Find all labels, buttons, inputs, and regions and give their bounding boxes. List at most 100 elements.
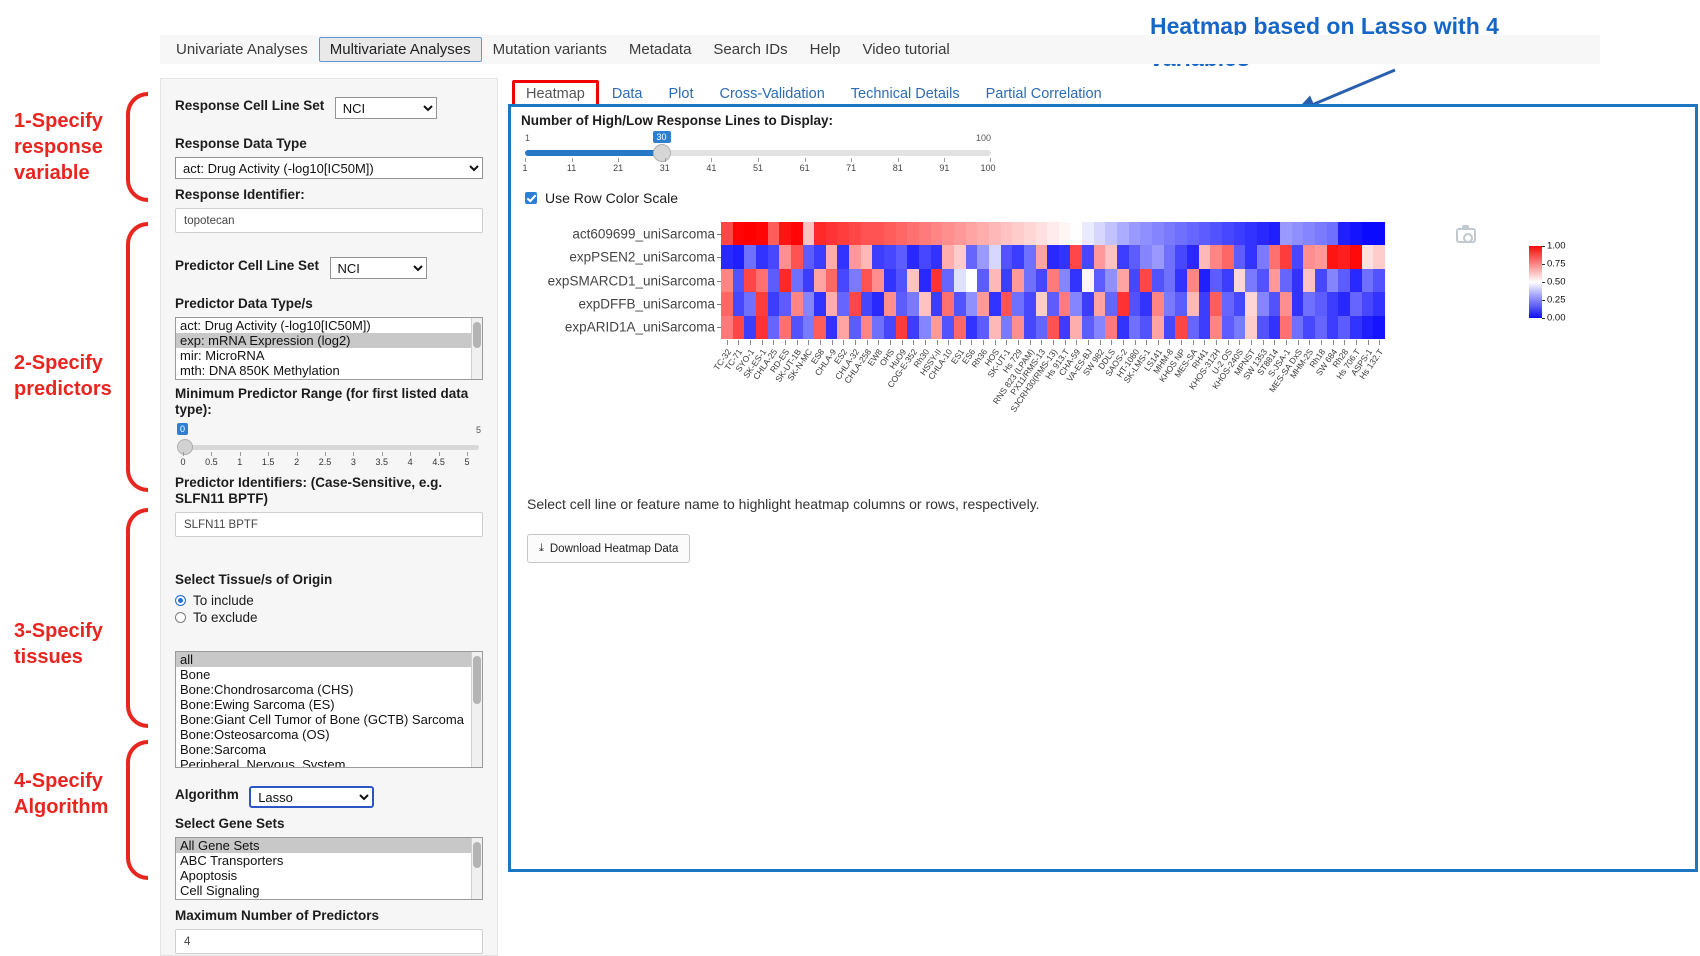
nav-tab-univariate-analyses[interactable]: Univariate Analyses <box>176 41 308 58</box>
heatmap-cell[interactable] <box>1210 245 1222 269</box>
heatmap-cell[interactable] <box>779 245 791 269</box>
heatmap-cell[interactable] <box>825 292 838 316</box>
heatmap-cell[interactable] <box>1140 268 1153 293</box>
heatmap-cell[interactable] <box>1012 245 1024 269</box>
heatmap-cell[interactable] <box>1280 222 1292 246</box>
heatmap-cell[interactable] <box>1047 315 1059 339</box>
heatmap-cell[interactable] <box>1361 315 1374 339</box>
heatmap-cell[interactable] <box>849 292 861 316</box>
tissue-exclude-radio[interactable] <box>175 612 186 623</box>
heatmap-cell[interactable] <box>1093 222 1106 246</box>
heatmap-cell[interactable] <box>1221 315 1234 339</box>
heatmap-cell[interactable] <box>1315 222 1327 246</box>
heatmap-cell[interactable] <box>721 292 733 316</box>
heatmap-cell[interactable] <box>1256 268 1269 293</box>
heatmap-cell[interactable] <box>1035 245 1048 269</box>
gene-set-option[interactable]: Cell Signaling <box>180 883 260 898</box>
heatmap-cell[interactable] <box>895 292 908 316</box>
heatmap-cell[interactable] <box>1047 268 1059 293</box>
heatmap-cell[interactable] <box>1303 245 1316 269</box>
heatmap-cell[interactable] <box>1000 268 1013 293</box>
heatmap-cell[interactable] <box>1315 245 1327 269</box>
algorithm-select[interactable]: Lasso <box>249 786 375 808</box>
heatmap-cell[interactable] <box>872 268 885 293</box>
heatmap-cell[interactable] <box>953 268 966 293</box>
heatmap-cell[interactable] <box>1093 245 1106 269</box>
heatmap-cell[interactable] <box>755 222 768 246</box>
heatmap-cell[interactable] <box>837 222 850 246</box>
heatmap-cell[interactable] <box>1350 222 1362 246</box>
max-predictors-input[interactable] <box>175 929 483 954</box>
heatmap-cell[interactable] <box>1105 315 1118 339</box>
heatmap-cell[interactable] <box>1093 292 1106 316</box>
heatmap-cell[interactable] <box>1280 268 1292 293</box>
heatmap-cell[interactable] <box>1210 268 1222 293</box>
heatmap-cell[interactable] <box>1175 315 1187 339</box>
heatmap-cell[interactable] <box>744 315 756 339</box>
heatmap-cell[interactable] <box>825 245 838 269</box>
heatmap-cell[interactable] <box>1373 268 1385 293</box>
heatmap-cell[interactable] <box>1268 268 1281 293</box>
predictor-identifiers-input[interactable] <box>175 512 483 537</box>
heatmap-cell[interactable] <box>1140 245 1153 269</box>
heatmap-cell[interactable] <box>1117 292 1129 316</box>
gene-sets-scrollbar[interactable] <box>471 838 482 899</box>
heatmap-cell[interactable] <box>1000 222 1013 246</box>
heatmap-grid[interactable] <box>721 222 1385 339</box>
response-identifier-input[interactable] <box>175 208 483 233</box>
heatmap-cell[interactable] <box>802 292 815 316</box>
heatmap-cell[interactable] <box>1012 222 1024 246</box>
heatmap-cell[interactable] <box>1186 268 1199 293</box>
heatmap-cell[interactable] <box>790 245 803 269</box>
heatmap-cell[interactable] <box>1233 292 1246 316</box>
heatmap-cell[interactable] <box>872 222 885 246</box>
heatmap-cell[interactable] <box>1152 292 1164 316</box>
heatmap-cell[interactable] <box>1186 245 1199 269</box>
heatmap-cell[interactable] <box>755 268 768 293</box>
heatmap-cell[interactable] <box>965 222 978 246</box>
heatmap-cell[interactable] <box>1117 268 1129 293</box>
heatmap-cell[interactable] <box>919 268 931 293</box>
heatmap-cell[interactable] <box>1105 245 1118 269</box>
heatmap-cell[interactable] <box>849 268 861 293</box>
response-cell-line-set-select[interactable]: NCI <box>334 97 437 119</box>
download-heatmap-data-button[interactable]: ⤓ Download Heatmap Data <box>527 534 691 563</box>
tab-partial-correlation[interactable]: Partial Correlation <box>985 86 1102 102</box>
heatmap-cell[interactable] <box>1023 292 1036 316</box>
heatmap-cell[interactable] <box>884 292 896 316</box>
nav-tab-mutation-variants[interactable]: Mutation variants <box>492 41 607 58</box>
heatmap-cell[interactable] <box>895 315 908 339</box>
heatmap-cell[interactable] <box>1326 245 1339 269</box>
heatmap-cell[interactable] <box>1221 292 1234 316</box>
nav-tab-multivariate-analyses[interactable]: Multivariate Analyses <box>318 37 482 62</box>
heatmap-cell[interactable] <box>1233 268 1246 293</box>
gene-set-option[interactable]: Apoptosis <box>180 868 238 883</box>
heatmap-cell[interactable] <box>1058 222 1071 246</box>
heatmap-cell[interactable] <box>814 222 826 246</box>
heatmap-cell[interactable] <box>1000 292 1013 316</box>
heatmap-cell[interactable] <box>1315 292 1327 316</box>
heatmap-cell[interactable] <box>732 268 745 293</box>
heatmap-cell[interactable] <box>1023 315 1036 339</box>
tab-cross-validation[interactable]: Cross-Validation <box>719 86 825 102</box>
heatmap-cell[interactable] <box>1093 268 1106 293</box>
heatmap-cell[interactable] <box>837 315 850 339</box>
heatmap-cell[interactable] <box>732 292 745 316</box>
heatmap-cell[interactable] <box>1128 222 1141 246</box>
heatmap-cell[interactable] <box>1082 245 1094 269</box>
heatmap-cell[interactable] <box>1035 315 1048 339</box>
heatmap-cell[interactable] <box>884 245 896 269</box>
heatmap-cell[interactable] <box>1326 268 1339 293</box>
heatmap-row-label[interactable]: act609699_uniSarcoma <box>572 226 715 242</box>
heatmap-cell[interactable] <box>953 315 966 339</box>
heatmap-cell[interactable] <box>1350 315 1362 339</box>
tissue-option[interactable]: Peripheral_Nervous_System <box>180 757 346 768</box>
heatmap-cell[interactable] <box>1012 292 1024 316</box>
tissue-option[interactable]: all <box>176 652 482 667</box>
heatmap-cell[interactable] <box>744 268 756 293</box>
tissues-scrollbar[interactable] <box>471 652 482 767</box>
heatmap-cell[interactable] <box>825 315 838 339</box>
heatmap-cell[interactable] <box>732 222 745 246</box>
heatmap-cell[interactable] <box>919 245 931 269</box>
gene-set-option[interactable]: All Gene Sets <box>176 838 482 853</box>
